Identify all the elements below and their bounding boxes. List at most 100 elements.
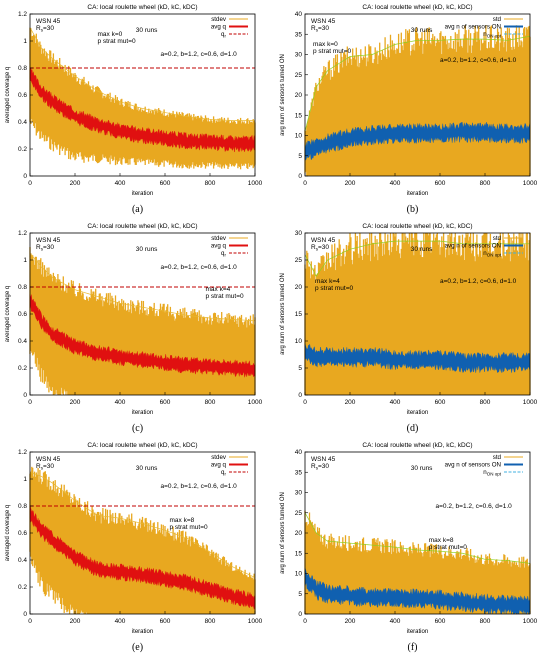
x-tick-label: 800 <box>480 618 491 625</box>
annotation-rs: Rs=30 <box>36 244 54 252</box>
legend-entry: qr <box>221 250 226 258</box>
legend-entry: avg q <box>211 243 227 250</box>
x-tick-label: 1000 <box>248 399 263 406</box>
annotation-max-k: max k=4 <box>206 286 231 293</box>
stdev-envelope <box>29 27 255 122</box>
y-tick-label: 10 <box>295 338 303 345</box>
annotation-runs: 30 runs <box>411 27 433 34</box>
chart-panel-b: CA: local roulette wheel (kD, kC, kDC) 0 5… <box>275 0 550 218</box>
y-tick-label: 0.8 <box>18 65 27 72</box>
y-tick-label: 20 <box>295 92 303 99</box>
y-tick-label: 0.2 <box>18 584 27 591</box>
x-tick-label: 200 <box>345 618 356 625</box>
x-tick-label: 0 <box>303 618 307 625</box>
x-axis-label: iteration <box>132 629 153 635</box>
y-tick-label: 10 <box>295 133 303 140</box>
annotation-runs: 30 runs <box>136 246 158 253</box>
y-tick-label: 0 <box>298 392 302 399</box>
chart-svg-e: CA: local roulette wheel (kD, kC, kDC)00… <box>5 442 263 635</box>
y-tick-label: 0 <box>23 173 27 180</box>
x-tick-label: 600 <box>160 180 171 187</box>
y-tick-label: 20 <box>295 284 303 291</box>
legend-entry: std <box>493 235 502 242</box>
x-tick-label: 1000 <box>523 180 538 187</box>
y-tick-label: 15 <box>295 311 303 318</box>
panel-caption: (d) <box>406 423 419 434</box>
x-tick-label: 0 <box>28 399 32 406</box>
y-tick-label: 0.8 <box>18 503 27 510</box>
legend-entry: stdev <box>211 235 227 242</box>
legend-entry: nON opt <box>483 250 501 258</box>
x-axis-label: iteration <box>132 191 153 197</box>
x-tick-label: 200 <box>345 180 356 187</box>
y-axis-label: averaged coverage q <box>5 67 11 123</box>
legend-entry: stdev <box>211 16 227 23</box>
x-tick-label: 200 <box>70 618 81 625</box>
annotation-runs: 30 runs <box>411 465 433 472</box>
x-tick-label: 800 <box>205 180 216 187</box>
x-tick-label: 400 <box>115 180 126 187</box>
y-tick-label: 35 <box>295 31 303 38</box>
y-tick-label: 0 <box>23 611 27 618</box>
x-tick-label: 400 <box>115 618 126 625</box>
x-tick-label: 400 <box>390 399 401 406</box>
y-axis-label: avg num of sensors turned ON <box>280 492 286 574</box>
chart-svg-c: CA: local roulette wheel (kD, kC, kDC)00… <box>5 223 263 416</box>
x-tick-label: 1000 <box>248 618 263 625</box>
annotation-runs: 30 runs <box>411 246 433 253</box>
annotation-p-strat-mut: p strat mut=0 <box>170 524 208 531</box>
x-tick-label: 400 <box>115 399 126 406</box>
x-tick-label: 600 <box>435 180 446 187</box>
legend-entry: avg n of sensors ON <box>445 24 501 31</box>
annotation-abcd: a=0.2, b=1.2, c=0.6, d=1.0 <box>436 503 513 510</box>
x-tick-label: 400 <box>390 618 401 625</box>
y-tick-label: 0.6 <box>18 530 27 537</box>
annotation-wsn: WSN 45 <box>311 18 336 25</box>
annotation-max-k: max k=4 <box>315 278 340 285</box>
annotation-max-k: max k=8 <box>170 517 195 524</box>
legend-entry: avg n of sensors ON <box>445 462 501 469</box>
x-tick-label: 1000 <box>523 618 538 625</box>
stdev-envelope <box>304 240 530 277</box>
y-tick-label: 35 <box>295 469 303 476</box>
x-tick-label: 800 <box>480 399 491 406</box>
x-axis-label: iteration <box>407 191 428 197</box>
y-axis-label: avg num of sensors turned ON <box>280 273 286 355</box>
legend-entry: qr <box>221 469 226 477</box>
y-tick-label: 0 <box>298 611 302 618</box>
annotation-max-k: max k=8 <box>429 537 454 544</box>
y-tick-label: 25 <box>295 257 303 264</box>
y-tick-label: 30 <box>295 490 303 497</box>
y-tick-label: 0.2 <box>18 365 27 372</box>
x-tick-label: 400 <box>390 180 401 187</box>
x-tick-label: 600 <box>160 618 171 625</box>
chart-title: CA: local roulette wheel (kD, kC, kDC) <box>362 4 472 11</box>
annotation-wsn: WSN 45 <box>36 456 61 463</box>
annotation-abcd: a=0.2, b=1.2, c=0.6, d=1.0 <box>440 278 517 285</box>
y-tick-label: 25 <box>295 72 303 79</box>
chart-title: CA: local roulette wheel (kD, kC, kDC) <box>87 4 197 11</box>
x-axis-label: iteration <box>132 410 153 416</box>
annotation-abcd: a=0.2, b=1.2, c=0.6, d=1.0 <box>161 51 238 58</box>
annotation-p-strat-mut: p strat mut=0 <box>315 285 353 292</box>
x-tick-label: 200 <box>70 399 81 406</box>
y-tick-label: 15 <box>295 550 303 557</box>
y-tick-label: 10 <box>295 571 303 578</box>
chart-panel-a: CA: local roulette wheel (kD, kC, kDC) 0 0… <box>0 0 275 218</box>
stdev-envelope <box>304 512 531 564</box>
stdev-envelope <box>29 471 256 578</box>
legend-entry: avg n of sensors ON <box>445 243 501 250</box>
x-tick-label: 1000 <box>248 180 263 187</box>
y-tick-label: 0.2 <box>18 146 27 153</box>
panel-caption: (f) <box>407 642 418 653</box>
x-tick-label: 600 <box>435 618 446 625</box>
x-tick-label: 600 <box>435 399 446 406</box>
panel-caption: (b) <box>406 204 419 215</box>
x-tick-label: 0 <box>28 618 32 625</box>
y-tick-label: 1 <box>23 476 27 483</box>
legend-entry: avg q <box>211 462 227 469</box>
y-axis-label: avg num of sensors turned ON <box>280 54 286 136</box>
annotation-runs: 30 runs <box>136 27 158 34</box>
x-tick-label: 0 <box>303 180 307 187</box>
legend-entry: nON opt <box>483 469 501 477</box>
